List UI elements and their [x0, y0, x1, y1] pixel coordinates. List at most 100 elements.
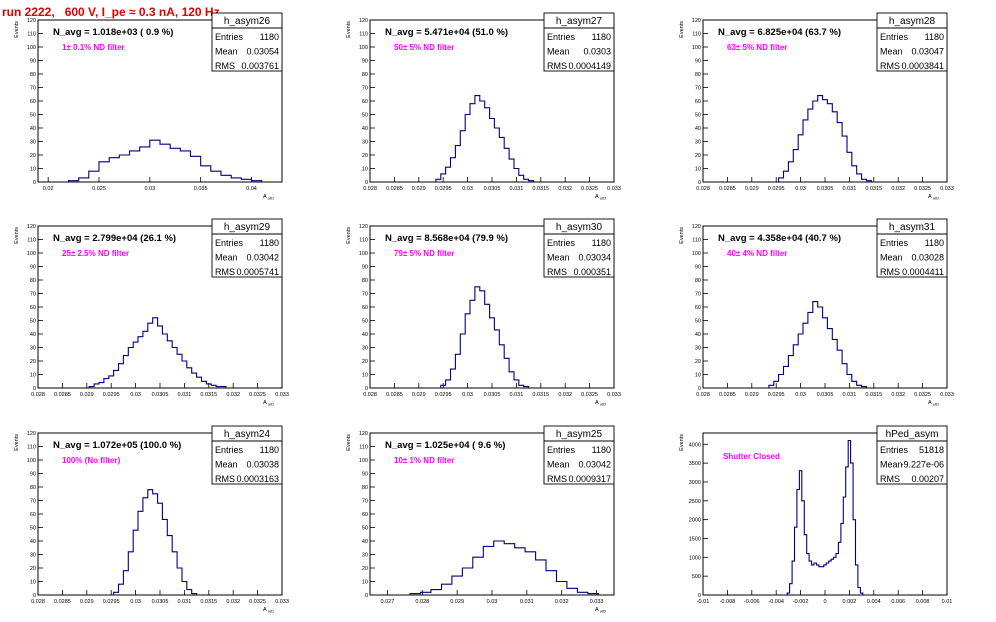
- y-tick-label: 50: [362, 113, 368, 119]
- histogram-h_asym26: 0 10 20 30 40 50 60 70 80 90 100 110 120 Events 0.02 0.…: [14, 12, 283, 201]
- x-tick-label: 0.033: [275, 392, 289, 398]
- histogram-line: [768, 301, 868, 388]
- stats-box: [543, 12, 615, 72]
- stats-label-entries: Entries: [880, 445, 909, 455]
- y-tick-label: 80: [30, 72, 36, 78]
- y-tick-label: 10: [362, 167, 368, 173]
- stats-box: [543, 425, 615, 485]
- x-tick-label: 0.0295: [103, 392, 120, 398]
- x-axis-label: A uID: [595, 607, 606, 614]
- filter-label: 25± 2.5% ND filter: [62, 249, 129, 258]
- stats-title: h_asym27: [556, 16, 603, 27]
- y-tick-label: 40: [30, 539, 36, 545]
- x-tick-label: 0.027: [381, 599, 395, 605]
- y-tick-label: 2500: [689, 499, 701, 505]
- stats-label-mean: Mean: [880, 460, 903, 470]
- x-tick-label: 0.029: [745, 186, 759, 192]
- stats-title: h_asym26: [224, 16, 271, 27]
- stats-label-mean: Mean: [547, 253, 570, 263]
- x-tick-label: 0.03: [130, 392, 141, 398]
- x-tick-label: 0.0285: [386, 186, 403, 192]
- stats-value-entries: 1180: [592, 238, 611, 248]
- stats-label-mean: Mean: [215, 460, 238, 470]
- y-tick-label: 90: [30, 59, 36, 65]
- x-axis-label: A uID: [263, 400, 274, 407]
- x-tick-label: 0.03: [462, 186, 473, 192]
- x-tick-label: 0.0315: [865, 392, 882, 398]
- stats-box: [211, 425, 283, 485]
- stats-value-rms: 0.0004149: [568, 61, 611, 71]
- y-tick-label: 110: [692, 32, 701, 38]
- y-tick-label: 60: [30, 99, 36, 105]
- x-tick-label: 0.0305: [817, 392, 834, 398]
- y-tick-label: 100: [27, 45, 36, 51]
- x-tick-label: 0.0305: [484, 392, 501, 398]
- y-axis-label: Events: [14, 21, 20, 38]
- x-tick-label: 0.03: [130, 599, 141, 605]
- y-tick-label: 110: [359, 238, 368, 244]
- y-tick-label: 120: [359, 431, 368, 437]
- y-tick-label: 90: [362, 265, 368, 271]
- y-tick-label: 100: [359, 45, 368, 51]
- x-tick-label: 0.002: [843, 599, 857, 605]
- y-tick-label: 30: [695, 140, 701, 146]
- stats-title: h_asym25: [556, 429, 603, 440]
- y-tick-label: 2000: [689, 518, 701, 524]
- stats-label-rms: RMS: [547, 267, 567, 277]
- y-tick-label: 120: [692, 224, 701, 230]
- y-tick-label: 120: [27, 224, 36, 230]
- y-tick-label: 50: [30, 113, 36, 119]
- filter-label: Shutter Closed: [723, 452, 780, 461]
- y-tick-label: 10: [695, 373, 701, 379]
- filter-label: 100% (No filter): [62, 456, 121, 465]
- navg-label: N_avg = 8.568e+04 (79.9 %): [385, 233, 508, 244]
- y-tick-label: 80: [695, 278, 701, 284]
- y-axis-label: Events: [346, 227, 352, 244]
- y-tick-label: 90: [30, 265, 36, 271]
- histogram-h_asym29: 0 10 20 30 40 50 60 70 80 90 100 110 120 Events 0.028 0…: [14, 218, 289, 407]
- x-tick-label: 0.028: [31, 599, 45, 605]
- y-tick-label: 80: [695, 72, 701, 78]
- x-axis-label: A uID: [928, 400, 939, 407]
- x-tick-label: 0.0325: [914, 186, 931, 192]
- x-tick-label: 0.0325: [581, 392, 598, 398]
- y-tick-label: 70: [695, 292, 701, 298]
- x-tick-label: 0.029: [450, 599, 464, 605]
- filter-label: 79± 5% ND filter: [394, 249, 454, 258]
- stats-label-rms: RMS: [215, 474, 235, 484]
- stats-value-entries: 1180: [925, 32, 944, 42]
- stats-label-entries: Entries: [880, 32, 909, 42]
- y-tick-label: 20: [30, 359, 36, 365]
- navg-label: N_avg = 2.799e+04 (26.1 %): [53, 233, 176, 244]
- x-tick-label: -0.008: [720, 599, 736, 605]
- stats-value-rms: 0.0003841: [901, 61, 944, 71]
- x-tick-label: 0.008: [916, 599, 930, 605]
- x-tick-label: 0.028: [696, 392, 710, 398]
- x-tick-label: 0.02: [43, 186, 54, 192]
- y-tick-label: 120: [359, 18, 368, 24]
- y-tick-label: 40: [695, 332, 701, 338]
- stats-value-rms: 0.003761: [241, 61, 279, 71]
- y-axis-label: Events: [14, 227, 20, 244]
- y-tick-label: 50: [362, 526, 368, 532]
- y-tick-label: 10: [695, 167, 701, 173]
- y-tick-label: 60: [362, 99, 368, 105]
- y-tick-label: 0: [698, 386, 701, 392]
- histogram-line: [778, 95, 872, 182]
- stats-label-mean: Mean: [547, 47, 570, 57]
- x-tick-label: 0.03: [462, 392, 473, 398]
- histogram-line: [113, 489, 198, 595]
- stats-value-entries: 1180: [592, 445, 611, 455]
- x-tick-label: 0.032: [891, 186, 905, 192]
- y-tick-label: 60: [695, 99, 701, 105]
- x-tick-label: 0.031: [178, 599, 192, 605]
- y-tick-label: 20: [695, 153, 701, 159]
- stats-label-mean: Mean: [547, 460, 570, 470]
- y-tick-label: 110: [359, 445, 368, 451]
- y-tick-label: 70: [362, 86, 368, 92]
- filter-label: 10± 1% ND filter: [394, 456, 454, 465]
- filter-label: 63± 5% ND filter: [727, 43, 787, 52]
- y-axis-label: Events: [679, 434, 685, 451]
- x-tick-label: 0.0285: [386, 392, 403, 398]
